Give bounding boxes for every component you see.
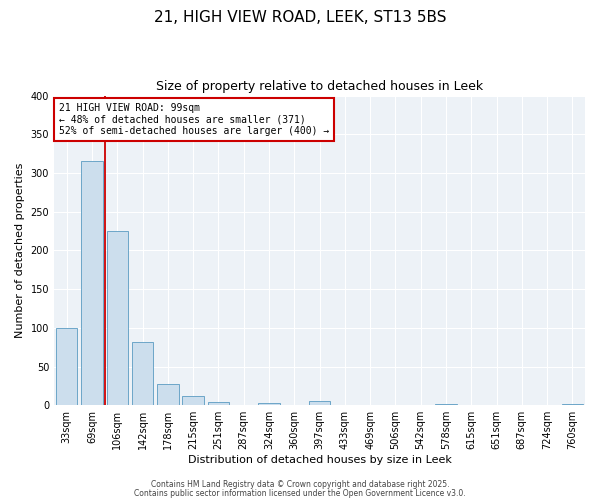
Bar bbox=[81, 162, 103, 405]
Bar bbox=[435, 404, 457, 405]
Title: Size of property relative to detached houses in Leek: Size of property relative to detached ho… bbox=[156, 80, 483, 93]
Text: Contains public sector information licensed under the Open Government Licence v3: Contains public sector information licen… bbox=[134, 488, 466, 498]
Bar bbox=[56, 328, 77, 405]
Bar bbox=[107, 231, 128, 405]
Text: Contains HM Land Registry data © Crown copyright and database right 2025.: Contains HM Land Registry data © Crown c… bbox=[151, 480, 449, 489]
Text: 21 HIGH VIEW ROAD: 99sqm
← 48% of detached houses are smaller (371)
52% of semi-: 21 HIGH VIEW ROAD: 99sqm ← 48% of detach… bbox=[59, 104, 329, 136]
Bar bbox=[157, 384, 179, 405]
Bar bbox=[562, 404, 583, 405]
Y-axis label: Number of detached properties: Number of detached properties bbox=[15, 162, 25, 338]
Bar bbox=[208, 402, 229, 405]
Bar bbox=[258, 403, 280, 405]
Bar bbox=[182, 396, 204, 405]
X-axis label: Distribution of detached houses by size in Leek: Distribution of detached houses by size … bbox=[188, 455, 451, 465]
Text: 21, HIGH VIEW ROAD, LEEK, ST13 5BS: 21, HIGH VIEW ROAD, LEEK, ST13 5BS bbox=[154, 10, 446, 25]
Bar bbox=[132, 342, 153, 405]
Bar bbox=[309, 402, 330, 405]
